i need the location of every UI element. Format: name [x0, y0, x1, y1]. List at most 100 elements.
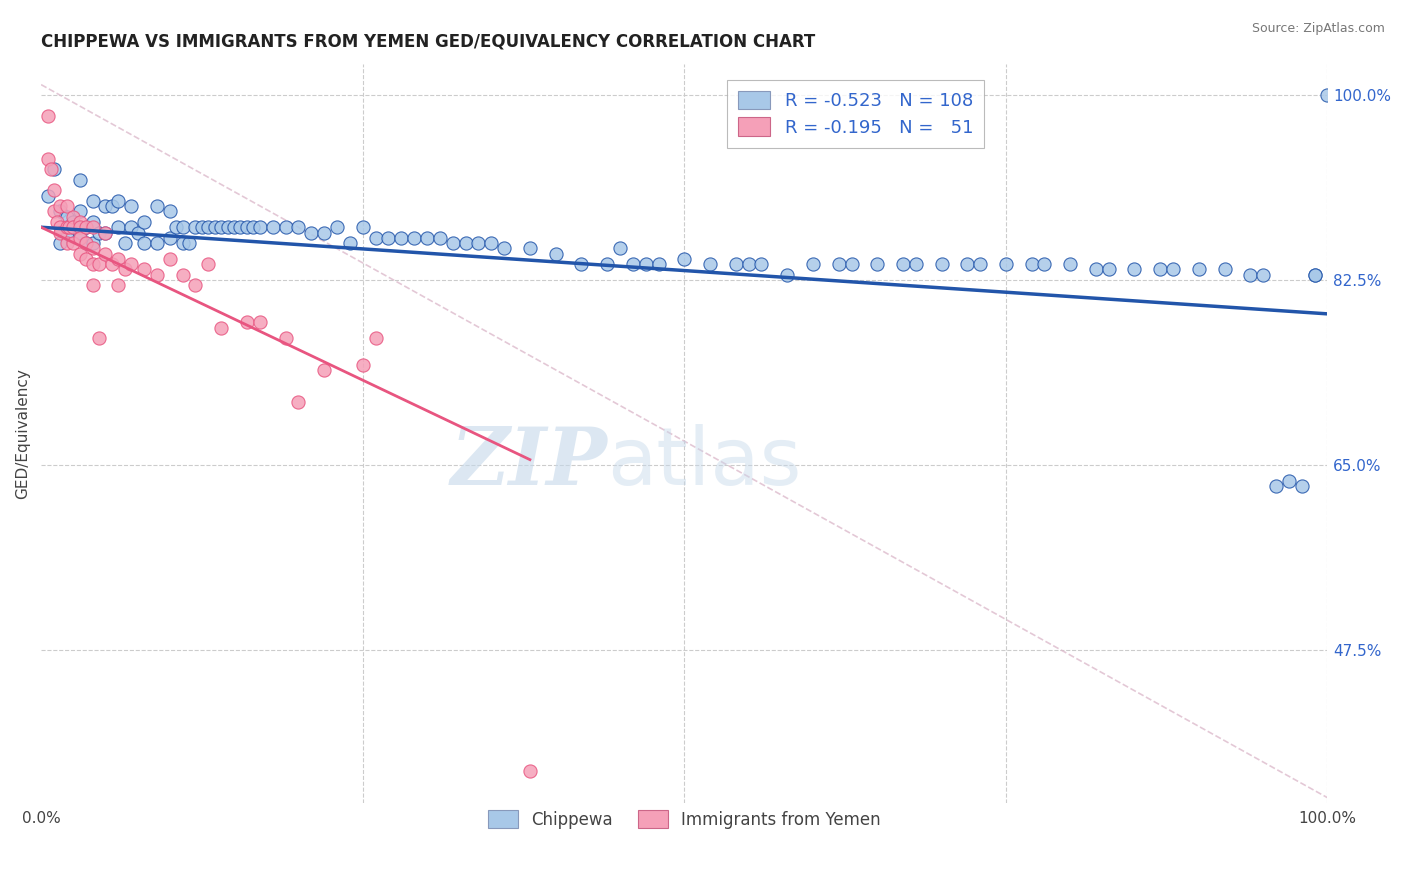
Point — [287, 394, 309, 409]
Point — [49, 204, 72, 219]
Point — [82, 241, 104, 255]
Point — [751, 257, 773, 271]
Point — [1149, 262, 1171, 277]
Point — [69, 172, 91, 186]
Point — [519, 241, 541, 255]
Point — [569, 257, 592, 271]
Point — [209, 320, 232, 334]
Point — [62, 210, 84, 224]
Point — [94, 246, 117, 260]
Point — [416, 231, 439, 245]
Point — [544, 246, 567, 260]
Point — [75, 220, 97, 235]
Text: ZIP: ZIP — [450, 424, 607, 501]
Point — [62, 220, 84, 235]
Point — [107, 194, 129, 208]
Point — [1303, 268, 1326, 282]
Point — [647, 257, 669, 271]
Point — [197, 257, 219, 271]
Point — [236, 220, 259, 235]
Point — [1059, 257, 1081, 271]
Point — [82, 215, 104, 229]
Point — [146, 236, 169, 251]
Point — [120, 220, 142, 235]
Point — [184, 278, 207, 293]
Point — [37, 152, 59, 166]
Point — [42, 162, 65, 177]
Point — [69, 226, 91, 240]
Point — [673, 252, 696, 266]
Point — [249, 220, 271, 235]
Point — [841, 257, 863, 271]
Point — [114, 236, 136, 251]
Point — [58, 220, 80, 235]
Point — [249, 315, 271, 329]
Point — [891, 257, 914, 271]
Point — [159, 204, 181, 219]
Point — [326, 220, 349, 235]
Point — [1239, 268, 1261, 282]
Point — [75, 220, 97, 235]
Point — [191, 220, 214, 235]
Point — [596, 257, 619, 271]
Point — [69, 215, 91, 229]
Point — [56, 220, 79, 235]
Point — [94, 226, 117, 240]
Point — [132, 236, 155, 251]
Point — [519, 764, 541, 779]
Point — [177, 236, 200, 251]
Point — [37, 188, 59, 202]
Point — [1213, 262, 1236, 277]
Point — [82, 220, 104, 235]
Point — [364, 231, 387, 245]
Text: CHIPPEWA VS IMMIGRANTS FROM YEMEN GED/EQUIVALENCY CORRELATION CHART: CHIPPEWA VS IMMIGRANTS FROM YEMEN GED/EQ… — [41, 33, 815, 51]
Point — [87, 331, 110, 345]
Point — [229, 220, 252, 235]
Point — [1251, 268, 1274, 282]
Point — [299, 226, 322, 240]
Point — [1303, 268, 1326, 282]
Point — [1291, 479, 1313, 493]
Point — [75, 236, 97, 251]
Point — [94, 226, 117, 240]
Text: atlas: atlas — [607, 424, 801, 502]
Point — [45, 215, 67, 229]
Point — [107, 278, 129, 293]
Point — [242, 220, 264, 235]
Point — [737, 257, 759, 271]
Point — [1265, 479, 1288, 493]
Point — [165, 220, 187, 235]
Point — [49, 226, 72, 240]
Text: Source: ZipAtlas.com: Source: ZipAtlas.com — [1251, 22, 1385, 36]
Point — [42, 204, 65, 219]
Point — [159, 231, 181, 245]
Point — [82, 194, 104, 208]
Point — [609, 241, 631, 255]
Point — [287, 220, 309, 235]
Point — [172, 268, 194, 282]
Point — [441, 236, 464, 251]
Point — [339, 236, 361, 251]
Point — [236, 315, 259, 329]
Point — [56, 236, 79, 251]
Point — [69, 231, 91, 245]
Point — [75, 236, 97, 251]
Point — [56, 199, 79, 213]
Point — [274, 220, 297, 235]
Point — [827, 257, 849, 271]
Point — [69, 220, 91, 235]
Point — [454, 236, 477, 251]
Point — [127, 226, 149, 240]
Point — [62, 236, 84, 251]
Point — [87, 257, 110, 271]
Point — [1033, 257, 1056, 271]
Point — [209, 220, 232, 235]
Point — [82, 257, 104, 271]
Point — [352, 220, 374, 235]
Point — [956, 257, 979, 271]
Y-axis label: GED/Equivalency: GED/Equivalency — [15, 368, 30, 499]
Point — [146, 199, 169, 213]
Point — [37, 109, 59, 123]
Point — [699, 257, 721, 271]
Point — [107, 252, 129, 266]
